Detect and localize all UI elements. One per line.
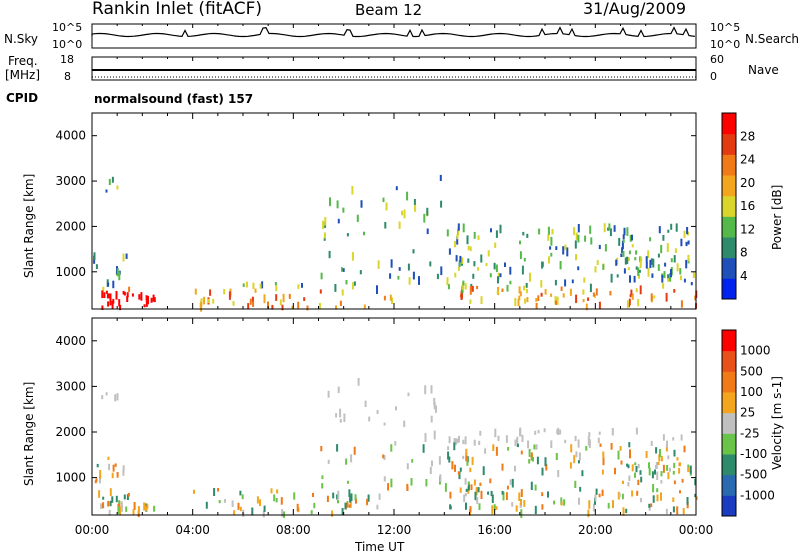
- power-panel-frame: [92, 113, 696, 309]
- colorbar-segment: [722, 216, 736, 237]
- colorbar-segment: [722, 454, 736, 475]
- y-tick-label: 1000: [55, 471, 86, 485]
- colorbar-segment: [722, 371, 736, 392]
- velocity-panel-frame: [92, 318, 696, 515]
- velocity-echo-layer: [95, 378, 698, 518]
- colorbar-tick-label: 25: [740, 406, 755, 420]
- velocity-colorbar-label: Velocity [m s-1]: [770, 376, 784, 470]
- time-tick-label: 20:00: [578, 523, 613, 537]
- colorbar-segment: [722, 413, 736, 434]
- y-tick-label: 2000: [55, 219, 86, 233]
- time-axis-label: Time UT: [355, 541, 404, 553]
- colorbar-tick-label: 100: [740, 385, 763, 399]
- power-ylabel: Slant Range [km]: [22, 174, 36, 278]
- colorbar-tick-label: -500: [740, 468, 767, 482]
- time-tick-label: 04:00: [175, 523, 210, 537]
- time-tick-label: 00:00: [679, 523, 714, 537]
- colorbar-segment: [722, 433, 736, 454]
- colorbar-tick-label: -1000: [740, 488, 775, 502]
- power-echo-layer: [93, 175, 697, 312]
- power-colorbar-label: Power [dB]: [770, 185, 784, 250]
- noise-sky-trace: [92, 28, 695, 37]
- colorbar-tick-label: 1000: [740, 344, 771, 358]
- colorbar-tick-label: 8: [740, 246, 748, 260]
- colorbar-segment: [722, 475, 736, 496]
- colorbar-segment: [722, 330, 736, 351]
- colorbar-tick-label: 500: [740, 364, 763, 378]
- y-tick-label: 3000: [55, 379, 86, 393]
- colorbar-segment: [722, 175, 736, 196]
- colorbar-tick-label: 24: [740, 153, 755, 167]
- y-tick-label: 3000: [55, 174, 86, 188]
- colorbar-tick-label: -100: [740, 447, 767, 461]
- y-tick-label: 4000: [55, 129, 86, 143]
- velocity-ylabel: Slant Range [km]: [22, 382, 36, 486]
- colorbar-tick-label: 4: [740, 269, 748, 283]
- colorbar-segment: [722, 495, 736, 516]
- colorbar-segment: [722, 196, 736, 217]
- colorbar-segment: [722, 258, 736, 279]
- colorbar-tick-label: 20: [740, 176, 755, 190]
- colorbar-segment: [722, 113, 736, 134]
- colorbar-segment: [722, 351, 736, 372]
- time-tick-label: 00:00: [75, 523, 110, 537]
- colorbar-segment: [722, 237, 736, 258]
- colorbar-tick-label: -25: [740, 426, 760, 440]
- time-tick-label: 16:00: [477, 523, 512, 537]
- colorbar-segment: [722, 154, 736, 175]
- time-tick-label: 08:00: [276, 523, 311, 537]
- colorbar-tick-label: 16: [740, 199, 755, 213]
- colorbar-tick-label: 28: [740, 129, 755, 143]
- y-tick-label: 2000: [55, 425, 86, 439]
- y-tick-label: 1000: [55, 265, 86, 279]
- colorbar-segment: [722, 392, 736, 413]
- time-tick-label: 12:00: [377, 523, 412, 537]
- colorbar-segment: [722, 134, 736, 155]
- y-tick-label: 4000: [55, 334, 86, 348]
- colorbar-segment: [722, 278, 736, 299]
- colorbar-tick-label: 12: [740, 222, 755, 236]
